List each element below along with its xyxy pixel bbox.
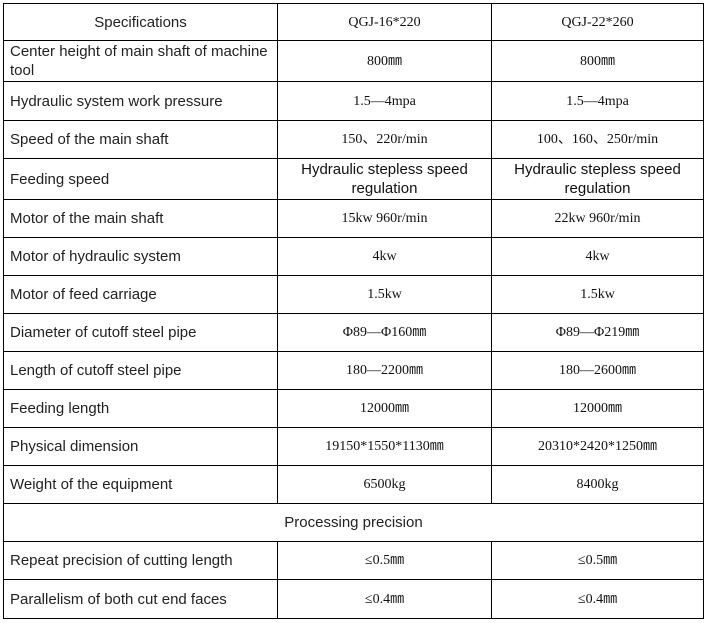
table-row: Motor of hydraulic system 4kw 4kw	[3, 237, 704, 276]
spec-value: 800㎜	[277, 40, 492, 82]
spec-label: Feeding length	[3, 389, 278, 428]
table-row: Feeding speed Hydraulic stepless speed re…	[3, 158, 704, 200]
spec-value: 1.5kw	[277, 275, 492, 314]
spec-value: 100、160、250r/min	[491, 120, 704, 159]
spec-value: 150、220r/min	[277, 120, 492, 159]
table-row: Feeding length 12000㎜ 12000㎜	[3, 389, 704, 428]
table-row: Motor of the main shaft 15kw 960r/min 22kw…	[3, 199, 704, 238]
table-row: Physical dimension 19150*1550*1130㎜ 20310*…	[3, 427, 704, 466]
spec-value: ≤0.5㎜	[277, 541, 492, 580]
table-row: Diameter of cutoff steel pipe Φ89—Φ160㎜ Φ8…	[3, 313, 704, 352]
spec-value: 15kw 960r/min	[277, 199, 492, 238]
table-row: Length of cutoff steel pipe 180—2200㎜ 180—…	[3, 351, 704, 390]
spec-value: 12000㎜	[277, 389, 492, 428]
spec-label: Hydraulic system work pressure	[3, 81, 278, 121]
spec-value: 6500kg	[277, 465, 492, 504]
column-header: Specifications	[3, 3, 278, 41]
spec-label: Length of cutoff steel pipe	[3, 351, 278, 390]
section-row: Processing precision	[3, 503, 704, 542]
spec-value: 12000㎜	[491, 389, 704, 428]
table-row: Parallelism of both cut end faces ≤0.4㎜ ≤0…	[3, 579, 704, 619]
spec-label: Motor of the main shaft	[3, 199, 278, 238]
spec-label: Repeat precision of cutting length	[3, 541, 278, 580]
spec-value: 4kw	[491, 237, 704, 276]
spec-value: Φ89—Φ219㎜	[491, 313, 704, 352]
table-row: Repeat precision of cutting length ≤0.5㎜ ≤…	[3, 541, 704, 580]
spec-value: Hydraulic stepless speed regulation	[491, 158, 704, 200]
table-row: Hydraulic system work pressure 1.5—4mpa 1.…	[3, 81, 704, 121]
spec-value: 180—2200㎜	[277, 351, 492, 390]
spec-value: 4kw	[277, 237, 492, 276]
spec-label: Diameter of cutoff steel pipe	[3, 313, 278, 352]
spec-label: Motor of feed carriage	[3, 275, 278, 314]
spec-label: Speed of the main shaft	[3, 120, 278, 159]
spec-value: 1.5—4mpa	[491, 81, 704, 121]
spec-value: Φ89—Φ160㎜	[277, 313, 492, 352]
spec-label: Center height of main shaft of machine t…	[3, 40, 278, 82]
spec-value: Hydraulic stepless speed regulation	[277, 158, 492, 200]
table-row: Speed of the main shaft 150、220r/min 100、1…	[3, 120, 704, 159]
spec-label: Motor of hydraulic system	[3, 237, 278, 276]
spec-label: Parallelism of both cut end faces	[3, 579, 278, 619]
table-row: Center height of main shaft of machine t…	[3, 40, 704, 82]
spec-value: 1.5kw	[491, 275, 704, 314]
spec-value: 8400kg	[491, 465, 704, 504]
spec-value: 1.5—4mpa	[277, 81, 492, 121]
spec-value: 180—2600㎜	[491, 351, 704, 390]
column-header: QGJ-22*260	[491, 3, 704, 41]
spec-value: 22kw 960r/min	[491, 199, 704, 238]
column-header: QGJ-16*220	[277, 3, 492, 41]
section-title: Processing precision	[3, 503, 704, 542]
header-row: Specifications QGJ-16*220 QGJ-22*260	[3, 3, 704, 41]
spec-label: Physical dimension	[3, 427, 278, 466]
spec-label: Weight of the equipment	[3, 465, 278, 504]
spec-value: ≤0.4㎜	[277, 579, 492, 619]
spec-value: 800㎜	[491, 40, 704, 82]
table-row: Motor of feed carriage 1.5kw 1.5kw	[3, 275, 704, 314]
spec-value: ≤0.4㎜	[491, 579, 704, 619]
table-row: Weight of the equipment 6500kg 8400kg	[3, 465, 704, 504]
specifications-table: Specifications QGJ-16*220 QGJ-22*260 Center…	[3, 3, 704, 619]
spec-value: ≤0.5㎜	[491, 541, 704, 580]
spec-value: 19150*1550*1130㎜	[277, 427, 492, 466]
spec-value: 20310*2420*1250㎜	[491, 427, 704, 466]
spec-label: Feeding speed	[3, 158, 278, 200]
